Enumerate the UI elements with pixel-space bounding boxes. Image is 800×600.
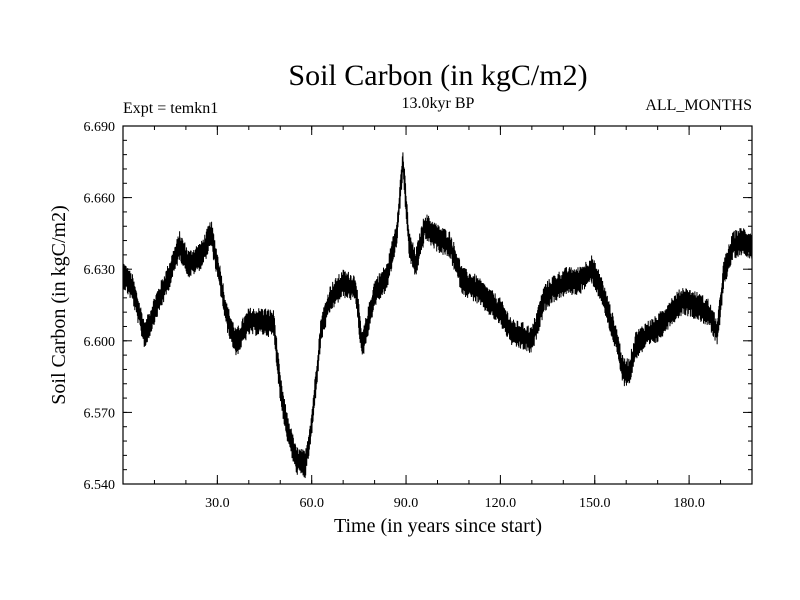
x-tick-label: 120.0 (485, 496, 517, 511)
x-axis: 30.0 60.0 90.0 120.0 150.0 180.0 (153, 126, 722, 511)
y-axis-label: Soil Carbon (in kgC/m2) (48, 205, 70, 404)
y-tick-label: 6.660 (84, 192, 116, 207)
y-tick-label: 6.690 (84, 120, 116, 135)
y-tick-label: 6.630 (84, 263, 116, 278)
y-tick-label: 6.570 (84, 406, 116, 421)
x-tick-label: 30.0 (205, 496, 230, 511)
x-tick-label: 90.0 (394, 496, 419, 511)
x-axis-label: Time (in years since start) (334, 515, 542, 537)
plot-frame (122, 125, 753, 485)
x-tick-label: 180.0 (673, 496, 705, 511)
x-tick-label: 150.0 (579, 496, 611, 511)
chart-title: Soil Carbon (in kgC/m2) (288, 59, 587, 92)
x-tick-label: 60.0 (299, 496, 324, 511)
series-line-soil-carbon (122, 152, 753, 479)
experiment-label: Expt = temkn1 (123, 100, 218, 117)
months-label: ALL_MONTHS (645, 97, 752, 114)
y-tick-label: 6.600 (84, 335, 116, 350)
period-subtitle: 13.0kyr BP (402, 95, 475, 112)
y-tick-label: 6.540 (84, 478, 116, 493)
y-axis: 6.540 6.570 6.600 6.630 6.660 6.690 (84, 120, 752, 493)
